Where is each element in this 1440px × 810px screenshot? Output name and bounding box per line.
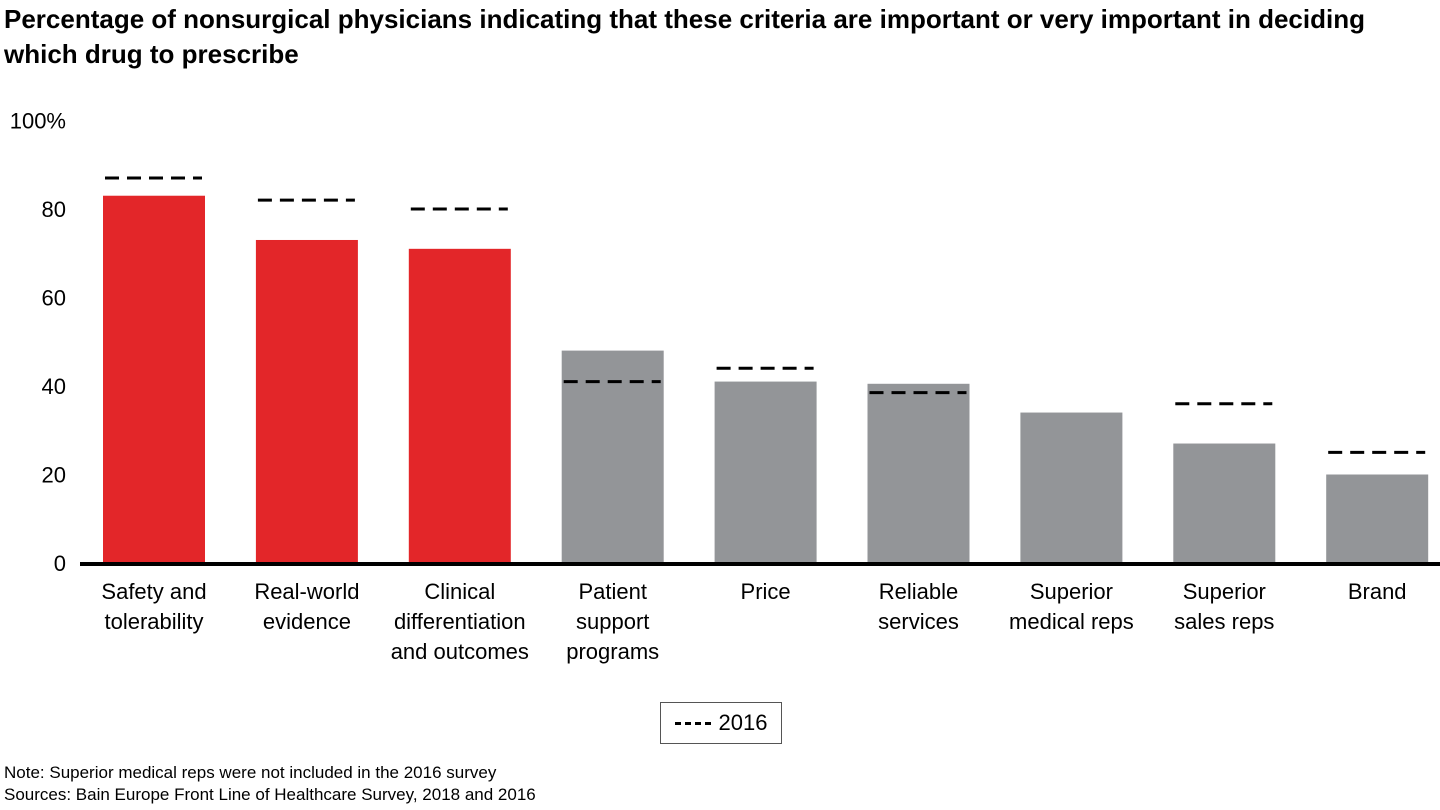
footnotes: Note: Superior medical reps were not inc… xyxy=(4,762,536,806)
category-label: Superior medical reps xyxy=(1009,579,1134,634)
legend-dash-swatch xyxy=(674,721,711,725)
category-label: Clinical differentiation and outcomes xyxy=(391,579,529,664)
bar xyxy=(714,381,817,563)
note: Note: Superior medical reps were not inc… xyxy=(4,763,497,782)
category-label: Safety and tolerability xyxy=(101,579,206,634)
category-label: Patient support programs xyxy=(566,579,659,664)
bar xyxy=(1020,412,1123,563)
y-tick-label: 80 xyxy=(42,197,66,222)
legend: 2016 xyxy=(660,702,782,744)
chart-title: Percentage of nonsurgical physicians ind… xyxy=(4,4,1365,69)
category-label: Superior sales reps xyxy=(1174,579,1274,634)
bar xyxy=(1173,443,1276,563)
category-label: Price xyxy=(741,579,791,604)
y-tick-label: 20 xyxy=(42,463,66,488)
bar xyxy=(408,248,511,563)
bar xyxy=(867,383,970,563)
sources: Sources: Bain Europe Front Line of Healt… xyxy=(4,785,536,804)
bar xyxy=(561,350,664,563)
category-label: Brand xyxy=(1348,579,1407,604)
bar-chart: 0 20 40 60 80 100% Safety and tolerability Real-… xyxy=(10,109,1440,664)
y-tick-label: 100% xyxy=(10,109,66,134)
y-tick-label: 0 xyxy=(54,551,66,576)
category-label: Real-world evidence xyxy=(254,579,359,634)
y-tick-label: 40 xyxy=(42,374,66,399)
bar xyxy=(103,195,205,563)
y-tick-label: 60 xyxy=(42,286,66,311)
legend-label: 2016 xyxy=(718,710,768,735)
bar xyxy=(1326,474,1429,563)
category-label: Reliable services xyxy=(878,579,959,634)
bar xyxy=(255,239,358,563)
